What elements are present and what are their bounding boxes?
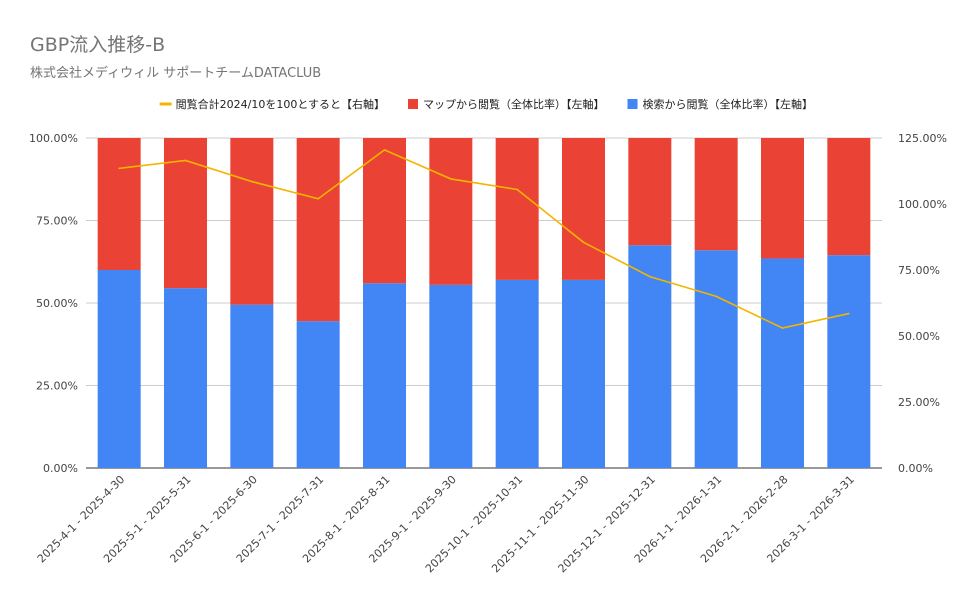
legend-label: 検索から閲覧（全体比率）【左軸】 [643, 97, 814, 111]
bar-search [495, 279, 539, 468]
bar-search [363, 283, 406, 468]
line-point [450, 178, 452, 180]
bar-map [562, 138, 605, 280]
axes: 0.00% 25.00% 50.00% 75.00% 100.00% 0.00% 25.00… [29, 132, 947, 475]
bar-map [429, 138, 473, 285]
line-series [119, 148, 850, 329]
legend-swatch [408, 99, 419, 109]
line-point [781, 327, 784, 329]
legend: 閲覧合計2024/10を100とすると【右軸】 マップから閲覧（全体比率）【左軸】… [159, 97, 814, 111]
y-right-tick-label: 75.00% [898, 264, 940, 277]
line-point [649, 275, 651, 278]
bar-search [97, 270, 141, 468]
bar-map [296, 138, 340, 322]
chart-title: GBP流入推移-B [30, 34, 166, 56]
bar-search [296, 321, 340, 468]
legend-swatch [627, 99, 638, 109]
bars [97, 138, 871, 468]
bar-search [628, 245, 672, 468]
y-left-tick-label: 25.00% [36, 380, 78, 393]
line-point [715, 295, 717, 298]
y-right-tick-label: 25.00% [898, 396, 940, 409]
y-right-tick-label: 50.00% [898, 330, 940, 343]
bar-map [495, 138, 539, 280]
bar-map [363, 138, 406, 284]
y-left-tick-label: 50.00% [36, 297, 78, 310]
bar-map [230, 138, 274, 305]
y-left-tick-label: 0.00% [43, 462, 78, 475]
line-point [582, 241, 585, 244]
line-point [317, 197, 319, 200]
bar-search [429, 284, 473, 468]
total-views-line [118, 148, 850, 329]
bar-map [628, 138, 672, 246]
y-right-tick-label: 100.00% [898, 198, 947, 211]
y-left-tick-label: 100.00% [29, 132, 78, 145]
bar-search [761, 258, 804, 468]
legend-label: 閲覧合計2024/10を100とすると【右軸】 [176, 97, 385, 111]
bar-search [827, 255, 871, 468]
bar-search [164, 288, 207, 468]
line-point [184, 159, 187, 162]
line-point [848, 312, 850, 315]
y-left-tick-label: 75.00% [36, 215, 78, 228]
line-point [516, 188, 518, 191]
bar-map [97, 138, 141, 270]
bar-map [827, 138, 871, 256]
bar-search [694, 250, 738, 468]
chart-subtitle: 株式会社メディウィル サポートチームDATACLUB [30, 66, 322, 81]
bar-map [164, 138, 207, 289]
bar-search [562, 279, 605, 468]
bar-map [694, 138, 738, 251]
bar-search [230, 304, 274, 468]
y-right-tick-label: 125.00% [898, 132, 947, 145]
line-point [251, 180, 253, 183]
line-point [383, 149, 386, 151]
line-point [118, 167, 120, 170]
legend-label: マップから閲覧（全体比率）【左軸】 [423, 97, 605, 111]
gridlines [86, 137, 882, 469]
bar-map [761, 138, 804, 259]
y-right-tick-label: 0.00% [898, 462, 933, 475]
